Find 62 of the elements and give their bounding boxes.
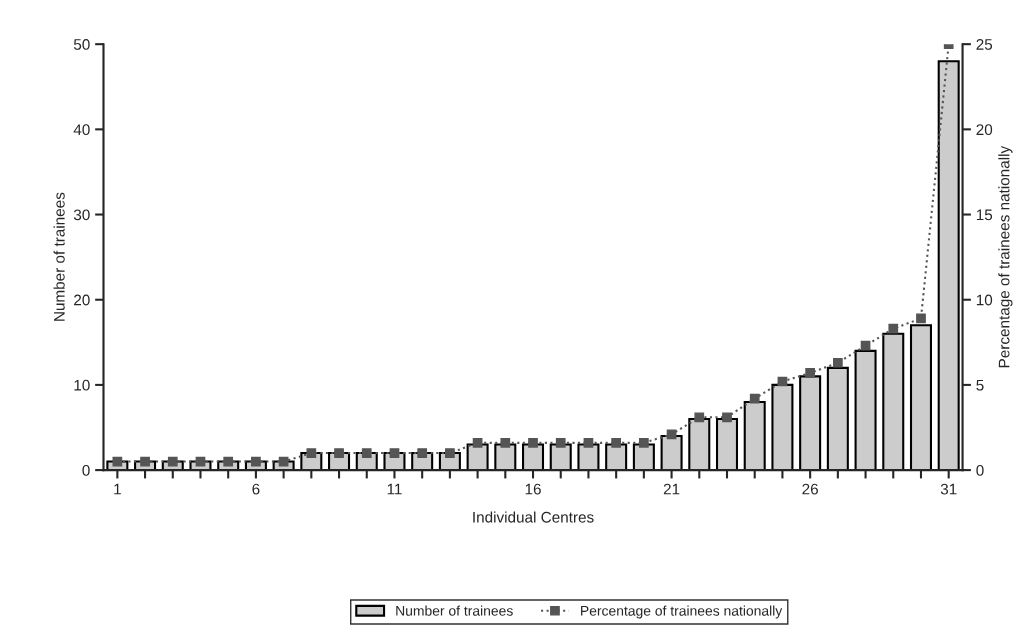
point [500,437,511,448]
bar [937,60,960,471]
point [666,429,677,440]
legend-label: Percentage of trainees nationally [581,605,783,619]
point [611,437,622,448]
point [472,437,483,448]
x-tick-label: 21 [663,483,680,495]
x-tick-label: 31 [940,483,957,495]
point [389,448,400,458]
point [583,437,594,448]
bar [854,349,877,471]
x-tick-label: 6 [252,483,260,495]
y-tick-label: 30 [73,209,90,221]
point [639,437,649,448]
point [722,412,732,423]
y2-tick-label: 0 [976,464,984,476]
bar [688,417,711,471]
point [112,456,123,467]
bar [771,383,794,471]
point [334,448,344,458]
point [140,456,150,467]
point [306,448,317,458]
y-tick-label: 40 [73,124,90,136]
x-axis-title: Individual Centres [473,511,594,523]
point [528,437,538,448]
point [860,340,871,351]
y-tick-label: 50 [73,39,90,50]
bar [660,434,683,471]
y-axis-title: Number of trainees [53,192,65,321]
y2-tick-label: 20 [976,124,993,136]
point [251,456,261,467]
y2-tick-label: 10 [976,294,993,306]
bar [826,366,849,471]
x-tick-label: 26 [802,483,818,495]
bar [715,417,739,471]
point [555,437,566,448]
point [749,393,760,404]
point [445,448,455,458]
point [805,368,815,378]
x-tick-label: 11 [387,483,402,495]
bar [909,324,932,471]
bar [882,332,905,471]
legend-label: Number of trainees [396,605,513,616]
point [694,412,705,423]
point [832,357,843,368]
x-tick-label: 16 [525,483,541,495]
bar [743,400,766,471]
y2-tick-label: 15 [976,209,993,221]
y-tick-label: 20 [74,294,90,306]
point [167,456,178,467]
y-tick-label: 10 [74,379,90,391]
y2-axis-title: Percentage of trainees nationally [998,145,1013,368]
y2-tick-label: 5 [976,379,984,391]
point [223,456,234,467]
x-tick-label: 1 [114,483,121,495]
point [417,448,428,458]
point [888,323,899,334]
y2-tick-label: 25 [976,39,993,50]
point [361,448,372,458]
point [916,313,926,324]
bar [799,375,822,471]
y-tick-label: 0 [82,464,90,476]
